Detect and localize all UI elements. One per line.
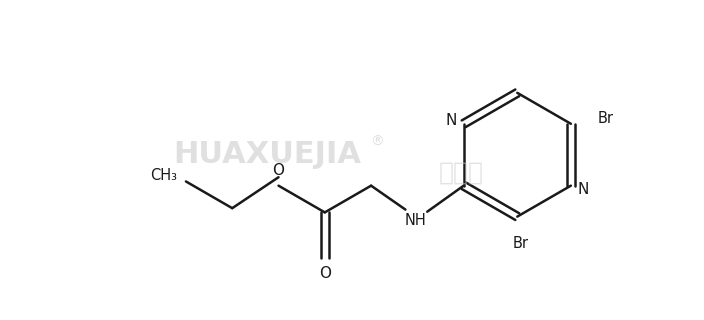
Text: N: N xyxy=(446,113,457,128)
Text: 化学加: 化学加 xyxy=(439,160,484,184)
Text: O: O xyxy=(272,164,284,179)
Text: O: O xyxy=(319,266,331,281)
Text: CH₃: CH₃ xyxy=(150,168,177,183)
Text: N: N xyxy=(578,182,589,197)
Text: ®: ® xyxy=(370,135,384,149)
Text: HUAXUEJIA: HUAXUEJIA xyxy=(174,140,362,169)
Text: Br: Br xyxy=(598,111,614,126)
Text: NH: NH xyxy=(405,213,427,228)
Text: Br: Br xyxy=(513,236,529,251)
